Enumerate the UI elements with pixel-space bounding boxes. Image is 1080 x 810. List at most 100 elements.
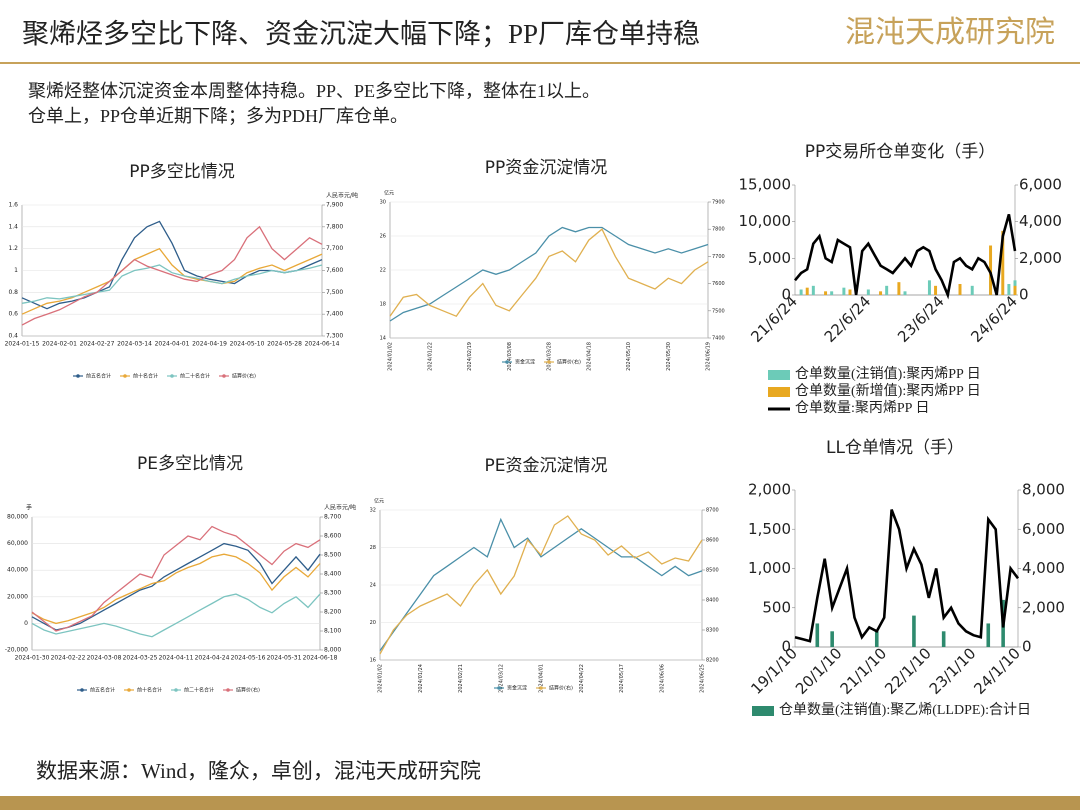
y2-tick-label: 8500 [706,568,719,574]
y-tick-label: 0.4 [8,333,18,340]
line-series [31,542,321,631]
x-tick-label: 2024/05/30 [666,342,672,371]
x-tick-label: 2024/05/17 [619,664,625,693]
legend-label: 资金沉淀 [515,359,535,366]
x-tick-label: 2024/04/01 [539,664,545,693]
y-tick-label: 5,000 [748,249,791,267]
y2-tick-label: 8,400 [324,571,341,578]
x-tick-label: 2024/01/02 [388,342,394,371]
y-tick-label: 0.6 [8,311,18,318]
x-tick-label: 2024/01/22 [427,342,433,371]
y-tick-label: 30 [380,200,386,206]
x-tick-label: 2024-03-08 [87,655,122,662]
y-tick-label: 32 [370,508,376,514]
y-tick-label: 1.6 [8,202,18,209]
line-series [21,247,323,315]
legend-marker [174,688,178,692]
chart-title: PE资金沉淀情况 [485,456,608,476]
y2-tick-label: 0 [1019,286,1029,304]
x-tick-label: 2024-03-14 [117,341,152,348]
bar [1001,230,1005,295]
bar [830,291,834,295]
bar [941,631,946,647]
y-tick-label: 1.2 [8,245,18,252]
y-tick-label: 0 [781,286,791,304]
bar [1007,284,1011,295]
x-tick-label: 2024/03/28 [547,342,553,371]
y2-tick-label: 8700 [706,508,719,514]
bar [879,291,883,295]
legend-label: 前五名合计 [86,373,111,380]
legend-label: 仓单数量(注销值):聚乙烯(LLDPE):合计日 [779,702,1031,718]
y2-tick-label: 8,000 [324,647,341,654]
legend-label: 结算价(右) [557,359,581,366]
x-tick-label: 2024-05-16 [231,655,266,662]
bar [903,291,907,295]
y-tick-label: 1.4 [8,223,18,230]
legend-marker [547,360,551,364]
line-series [31,593,321,638]
y-tick-label: 0 [781,638,791,656]
y2-tick-label: 7700 [712,254,725,260]
legend-label: 仓单数量(新增值):聚丙烯PP 日 [795,383,981,399]
y2-tick-label: 8,600 [324,533,341,540]
y2-tick-label: 7,900 [326,202,343,209]
line-series [379,517,703,651]
y2-tick-label: 8,300 [324,590,341,597]
line-series [389,226,709,322]
legend-label: 前二十名合计 [180,373,210,380]
bar [799,289,803,295]
x-tick-label: 2024/05/10 [626,342,632,371]
y-tick-label: 1 [14,267,18,274]
legend-label: 结算价(右) [549,685,573,692]
chart-title: PE多空比情况 [137,454,243,474]
x-tick-label: 2024/06/25 [700,664,706,693]
y-tick-label: 22 [380,268,386,274]
y-tick-label: 15,000 [739,176,792,194]
y2-tick-label: 7,700 [326,245,343,252]
y-tick-label: 80,000 [7,514,28,521]
bar [874,631,879,647]
y2-tick-label: 8300 [706,628,719,634]
bar [815,623,820,647]
line-series [794,509,1020,643]
line-series [794,213,1017,300]
y-tick-label: 500 [762,598,791,616]
x-tick-label: 2024/06/06 [659,664,665,693]
legend-marker [226,688,230,692]
legend-marker [170,374,174,378]
chart-title: PP交易所仓单变化（手） [805,142,996,162]
y2-tick-label: 2,000 [1022,598,1065,616]
y-tick-label: 40,000 [7,567,28,574]
y-tick-label: 18 [380,302,386,308]
x-tick-label: 2024-04-01 [155,341,190,348]
x-tick-label: 2024-04-24 [195,655,230,662]
line-series [31,553,321,625]
x-tick-label: 2024-06-14 [305,341,340,348]
legend-label: 资金沉淀 [507,685,527,692]
x-tick-label: 2024-04-19 [192,341,227,348]
legend-label: 前五名合计 [90,687,115,694]
y-tick-label: 16 [370,658,376,664]
bar [848,289,852,295]
y2-tick-label: 0 [1022,638,1032,656]
bar [970,285,974,295]
y2-axis-label: 人民币元/吨 [326,192,358,200]
bar [989,245,993,295]
legend-label: 结算价(右) [236,687,260,694]
y-axis-label: 亿元 [374,498,384,505]
legend-marker [222,374,226,378]
x-tick-label: 2024-03-25 [123,655,158,662]
y2-tick-label: 6,000 [1022,520,1065,538]
x-tick-label: 2024/03/12 [498,664,504,693]
line-series [21,264,323,304]
y2-tick-label: 8,500 [324,552,341,559]
y-tick-label: 26 [380,234,386,240]
bar [927,280,931,295]
y-tick-label: 20,000 [7,593,28,600]
legend-swatch [752,706,774,716]
legend-swatch [768,370,790,380]
y2-tick-label: 7,600 [326,267,343,274]
